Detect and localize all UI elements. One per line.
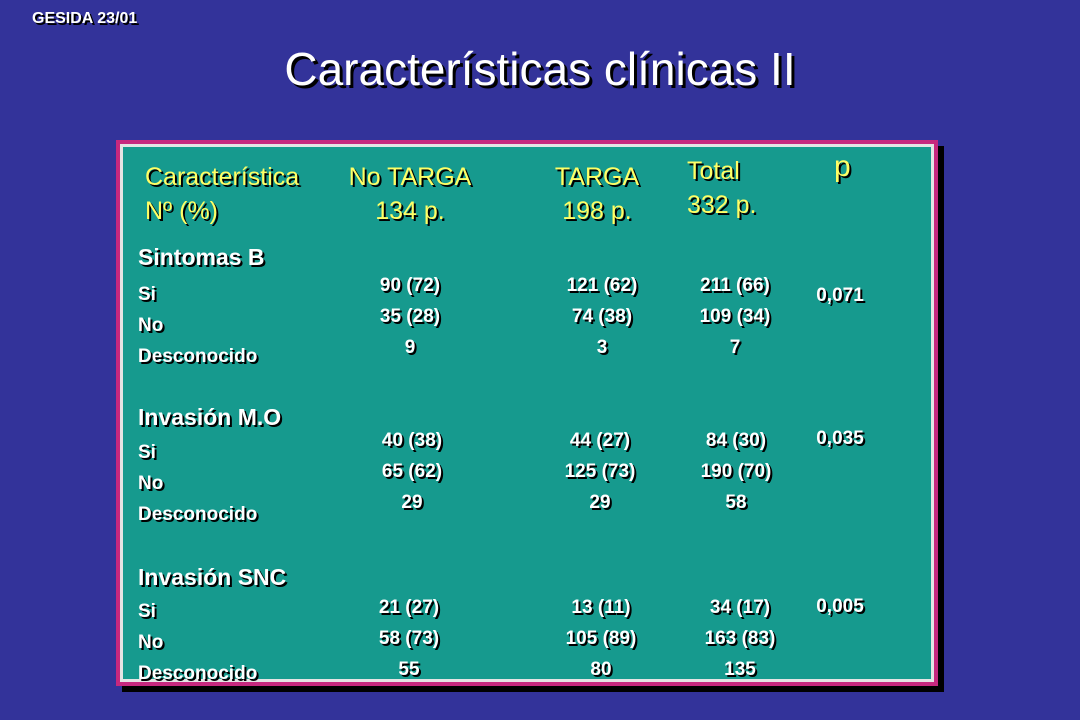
row-label-no: No xyxy=(138,632,164,653)
header-no-targa: No TARGA 134 p. xyxy=(330,160,490,228)
table-cell: 58 xyxy=(725,492,747,513)
cell-group-total: 84 (30) 190 (70) 58 xyxy=(656,425,816,518)
table-cell: 13 (11) xyxy=(571,597,631,618)
cell-group-total: 211 (66) 109 (34) 7 xyxy=(655,270,815,363)
table-cell: 40 (38) xyxy=(381,430,443,451)
table-cell: 74 (38) xyxy=(571,306,633,327)
p-value: 0,071 xyxy=(816,285,864,306)
row-label-desconocido: Desconocido xyxy=(138,504,258,525)
table-cell: 34 (17) xyxy=(709,597,771,618)
table-cell: 163 (83) xyxy=(704,628,776,649)
table-cell: 7 xyxy=(729,337,741,358)
header-no-targa-line1: No TARGA xyxy=(348,163,472,191)
table-panel xyxy=(116,140,938,686)
p-value: 0,005 xyxy=(816,596,864,617)
row-labels-invasion-mo: Si No Desconocido xyxy=(138,437,257,530)
header-total-line2: 332 p. xyxy=(687,191,757,219)
table-cell: 58 (73) xyxy=(378,628,440,649)
header-no-targa-line2: 134 p. xyxy=(375,197,445,225)
row-label-desconocido: Desconocido xyxy=(138,346,258,367)
slide-tag: GESIDA 23/01 xyxy=(32,10,138,27)
row-label-desconocido: Desconocido xyxy=(138,663,258,684)
section-title-invasion-mo: Invasión M.O xyxy=(138,404,282,430)
table-cell: 135 xyxy=(724,659,756,680)
header-targa-line2: 198 p. xyxy=(562,197,632,225)
cell-group-targa: 13 (11) 105 (89) 80 xyxy=(521,592,681,685)
cell-group-targa: 121 (62) 74 (38) 3 xyxy=(522,270,682,363)
header-characteristic: Característica Nº (%) xyxy=(145,160,299,228)
cell-group-total: 34 (17) 163 (83) 135 xyxy=(660,592,820,685)
table-cell: 44 (27) xyxy=(569,430,631,451)
table-cell: 105 (89) xyxy=(565,628,637,649)
table-cell: 109 (34) xyxy=(699,306,771,327)
header-p: p xyxy=(834,150,851,183)
row-labels-invasion-snc: Si No Desconocido xyxy=(138,596,257,689)
table-cell: 3 xyxy=(596,337,608,358)
section-title-invasion-snc: Invasión SNC xyxy=(138,564,287,590)
header-characteristic-line2: Nº (%) xyxy=(145,197,219,225)
header-targa-line1: TARGA xyxy=(554,163,640,191)
header-total: Total 332 p. xyxy=(687,154,757,222)
cell-group-no-targa: 90 (72) 35 (28) 9 xyxy=(330,270,490,363)
section-title-sintomas-b: Sintomas B xyxy=(138,244,265,270)
row-label-no: No xyxy=(138,315,164,336)
table-cell: 125 (73) xyxy=(564,461,636,482)
header-targa: TARGA 198 p. xyxy=(517,160,677,228)
table-cell: 84 (30) xyxy=(705,430,767,451)
header-total-line1: Total xyxy=(687,157,740,185)
table-cell: 29 xyxy=(589,492,611,513)
row-label-no: No xyxy=(138,473,164,494)
table-cell: 80 xyxy=(590,659,612,680)
table-cell: 121 (62) xyxy=(566,275,638,296)
cell-group-no-targa: 40 (38) 65 (62) 29 xyxy=(332,425,492,518)
table-cell: 211 (66) xyxy=(700,275,770,296)
table-cell: 29 xyxy=(401,492,423,513)
cell-group-no-targa: 21 (27) 58 (73) 55 xyxy=(329,592,489,685)
table-cell: 90 (72) xyxy=(379,275,441,296)
row-label-si: Si xyxy=(138,442,156,463)
table-cell: 65 (62) xyxy=(381,461,443,482)
cell-group-targa: 44 (27) 125 (73) 29 xyxy=(520,425,680,518)
row-label-si: Si xyxy=(138,284,156,305)
table-cell: 190 (70) xyxy=(700,461,772,482)
row-labels-sintomas-b: Si No Desconocido xyxy=(138,279,257,372)
table-cell: 21 (27) xyxy=(378,597,440,618)
slide-title: Características clínicas II xyxy=(284,43,796,95)
row-label-si: Si xyxy=(138,601,156,622)
table-cell: 9 xyxy=(404,337,416,358)
table-cell: 55 xyxy=(398,659,420,680)
header-characteristic-line1: Característica xyxy=(145,163,300,191)
p-value: 0,035 xyxy=(816,428,864,449)
table-cell: 35 (28) xyxy=(379,306,441,327)
